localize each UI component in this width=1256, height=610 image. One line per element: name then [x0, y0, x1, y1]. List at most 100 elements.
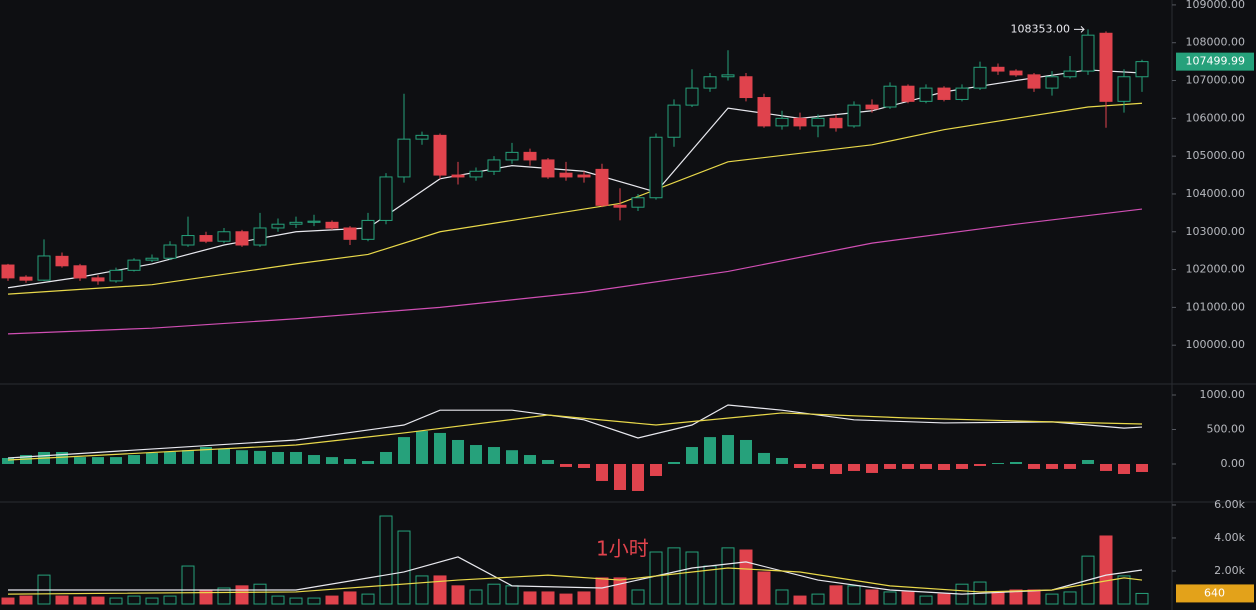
macd-bar	[920, 463, 932, 469]
candle-body	[1063, 70, 1077, 78]
y-tick-label: 108000.00	[1186, 36, 1246, 49]
volume-bar	[235, 585, 249, 605]
candle-body	[55, 255, 69, 267]
candle-body	[1081, 34, 1095, 72]
volume-bar	[739, 549, 753, 605]
macd-bar	[1064, 463, 1076, 469]
macd-bar	[848, 463, 860, 471]
candle-body	[685, 87, 699, 106]
candle-body	[487, 159, 501, 172]
macd-bar	[776, 457, 788, 464]
volume-bar	[937, 593, 951, 605]
candle-body	[181, 235, 195, 246]
y-tick-label: 101000.00	[1186, 300, 1246, 313]
macd-bar	[974, 463, 986, 466]
volume-bar	[757, 571, 771, 605]
volume-bar	[829, 585, 843, 605]
candle-body	[163, 244, 177, 259]
volume-bar	[685, 551, 699, 605]
macd-bar	[884, 463, 896, 469]
macd-bar	[488, 447, 500, 464]
volume-bar	[1, 597, 15, 605]
volume-bar	[595, 577, 609, 605]
macd-bar	[164, 451, 176, 464]
macd-bar	[560, 463, 572, 467]
y-tick-label: 104000.00	[1186, 187, 1246, 200]
macd-bar	[812, 463, 824, 469]
volume-bar	[469, 589, 483, 605]
candle-body	[1027, 74, 1041, 89]
volume-bar	[487, 583, 501, 605]
candle-body	[649, 136, 663, 199]
candle-body	[91, 277, 105, 282]
candle-body	[145, 257, 159, 261]
candle-body	[361, 219, 375, 240]
macd-bar	[578, 463, 590, 468]
macd-bar	[452, 439, 464, 464]
volume-bar	[667, 547, 681, 605]
volume-bar	[397, 530, 411, 605]
candle-body	[613, 204, 627, 208]
macd-bar	[1028, 463, 1040, 469]
candle-body	[289, 221, 303, 225]
volume-bar	[613, 577, 627, 605]
volume-bar	[1045, 593, 1059, 605]
volume-bar	[559, 593, 573, 605]
macd-bar	[470, 445, 482, 464]
candle-body	[739, 76, 753, 99]
macd-bar	[992, 463, 1004, 464]
candle-body	[883, 85, 897, 108]
volume-bar	[919, 595, 933, 605]
y-tick-label: 106000.00	[1186, 111, 1246, 124]
macd-bar	[524, 455, 536, 464]
macd-bar	[74, 457, 86, 464]
volume-bar	[307, 597, 321, 605]
annotation-arrow	[1074, 26, 1085, 33]
macd-bar	[1082, 459, 1094, 464]
volume-bar	[289, 597, 303, 605]
volume-bar	[181, 565, 195, 605]
volume-bar	[721, 547, 735, 605]
macd-bar	[110, 457, 122, 464]
macd-bar	[272, 451, 284, 464]
y-tick-label: 2.00k	[1214, 564, 1245, 577]
y-tick-label: 500.00	[1207, 422, 1246, 435]
macd-bar	[686, 447, 698, 464]
macd-bar	[668, 461, 680, 464]
volume-bar	[1027, 589, 1041, 605]
candle-body	[469, 170, 483, 178]
candle-body	[919, 87, 933, 102]
volume-bar	[1063, 591, 1077, 605]
volume-bar	[793, 595, 807, 605]
y-tick-label: 107000.00	[1186, 74, 1246, 87]
candle-body	[721, 74, 735, 78]
candle-body	[1045, 76, 1059, 89]
volume-bar	[865, 589, 879, 605]
moving-average-line	[7, 208, 1143, 335]
candle-body	[1117, 76, 1131, 102]
volume-bar	[361, 593, 375, 605]
macd-bar	[398, 437, 410, 464]
high-annotation: 108353.00	[1011, 22, 1071, 35]
candle-body	[37, 255, 51, 281]
volume-bar	[253, 583, 267, 605]
candle-body	[865, 104, 879, 110]
volume-bar	[901, 591, 915, 605]
candle-body	[955, 87, 969, 100]
macd-bar	[416, 431, 428, 464]
candle-body	[433, 134, 447, 176]
candle-body	[703, 76, 717, 89]
candle-body	[271, 223, 285, 229]
macd-bar	[740, 439, 752, 464]
macd-bar	[938, 463, 950, 470]
last-volume-tag	[1176, 584, 1254, 603]
macd-bar	[902, 463, 914, 469]
candle-body	[415, 134, 429, 140]
volume-bar	[55, 595, 69, 605]
volume-bar	[1135, 592, 1149, 605]
macd-bar	[1010, 461, 1022, 464]
macd-bar	[830, 463, 842, 474]
candle-body	[127, 259, 141, 271]
